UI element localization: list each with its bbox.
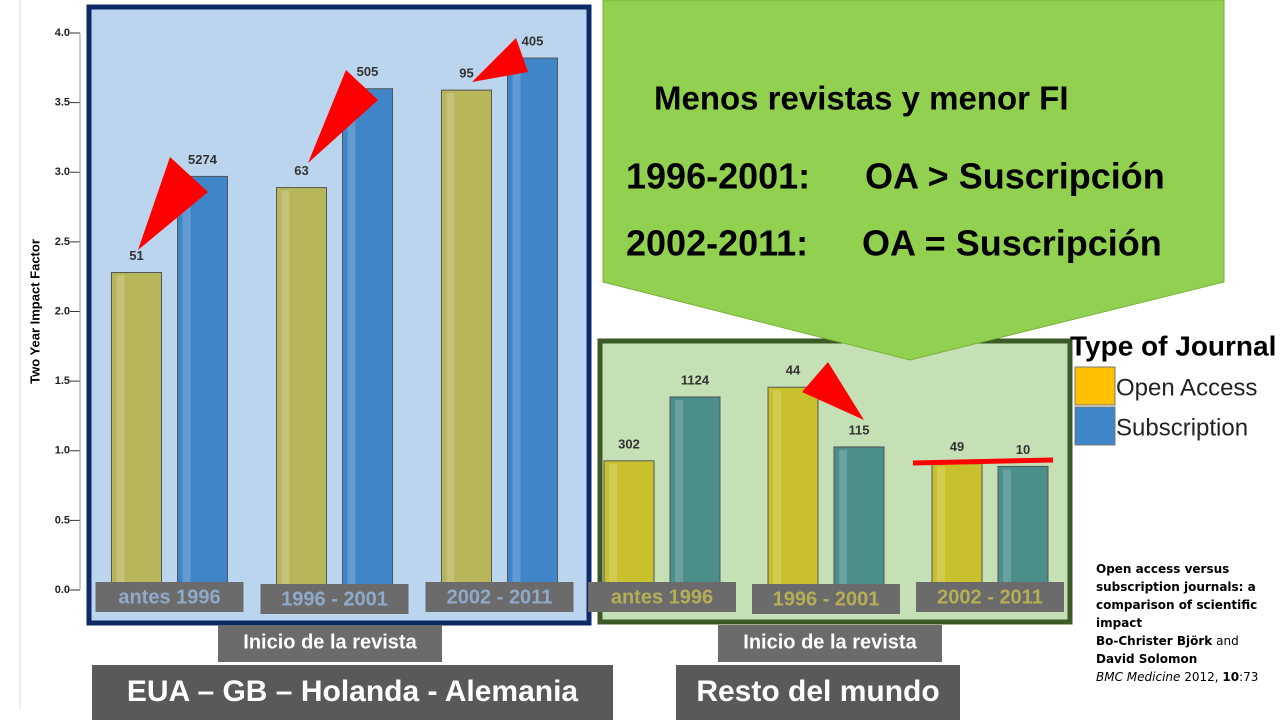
x-tick-label: 2002 - 2011 <box>937 586 1043 608</box>
bar <box>931 463 983 591</box>
y-tick-label: 1.5 <box>55 375 70 387</box>
bar <box>276 187 327 591</box>
x-tick-label: antes 1996 <box>118 586 220 608</box>
bar <box>833 446 885 591</box>
count-label: 5274 <box>188 152 218 167</box>
category-box <box>588 582 736 612</box>
callout-period: 1996-2001: <box>626 156 810 197</box>
count-label: 505 <box>357 64 379 79</box>
count-label: 10 <box>1016 442 1030 457</box>
y-tick-label: 1.0 <box>55 445 70 457</box>
count-label: 115 <box>849 422 870 437</box>
citation-author: Bo-Christer Björk <box>1096 634 1213 648</box>
bar-shine <box>446 93 455 587</box>
highlight-line <box>912 457 1054 466</box>
y-tick-label: 2.5 <box>55 236 70 248</box>
citation-journal: BMC Medicine <box>1096 670 1181 684</box>
caption: Resto del mundo <box>696 675 939 708</box>
bar <box>669 396 721 591</box>
citation-and: and <box>1216 634 1239 648</box>
x-tick-label: antes 1996 <box>611 586 713 608</box>
citation-year: 2012, <box>1184 670 1219 684</box>
legend-label: Open Access <box>1116 374 1257 401</box>
x-label-box <box>718 625 942 662</box>
x-tick-label: 2002 - 2011 <box>447 586 553 608</box>
bar-shine <box>281 190 290 587</box>
y-tick-label: 4.0 <box>55 27 70 39</box>
count-label: 51 <box>129 248 143 263</box>
y-tick-label: 3.5 <box>55 97 70 109</box>
bar-shine <box>512 61 521 587</box>
bar-shine <box>1003 469 1011 587</box>
x-axis-label: Inicio de la revista <box>243 631 417 653</box>
category-box <box>260 584 409 614</box>
callout-period: 2002-2011: <box>626 223 808 264</box>
category-box <box>95 582 244 612</box>
bar-shine <box>675 399 683 587</box>
y-tick-label: 0.0 <box>55 584 70 596</box>
arrow <box>138 157 208 250</box>
y-axis-label: Two Year Impact Factor <box>27 239 42 384</box>
charts: 0.0 0.5 1.0 1.5 2.0 2.5 3.0 3.5 4.0 Two Year Impa… <box>27 27 1064 720</box>
bar <box>177 175 228 591</box>
legend-label: Subscription <box>1116 414 1248 441</box>
y-tick-label: 0.5 <box>55 514 70 526</box>
bar-shine <box>347 91 356 587</box>
count-label: 49 <box>950 439 964 454</box>
bar-shine <box>182 179 191 588</box>
citation-title: Open access versus subscription journals… <box>1096 562 1258 630</box>
legend-swatch <box>1074 406 1116 446</box>
bar-shine <box>609 463 617 587</box>
callout <box>602 0 1225 361</box>
count-label: 302 <box>618 436 640 451</box>
bar-shine <box>839 449 847 587</box>
caption-box <box>92 665 613 720</box>
y-tick-label: 2.0 <box>55 305 70 317</box>
caption-box <box>676 665 960 720</box>
arrows <box>138 38 864 420</box>
bar <box>441 89 492 591</box>
arrow <box>802 362 864 420</box>
x-tick-label: 1996 - 2001 <box>281 588 388 610</box>
legend-swatch <box>1074 366 1116 406</box>
x-label-box <box>218 625 442 662</box>
count-label: 44 <box>786 363 801 378</box>
citation: Open access versus subscription journals… <box>1096 560 1278 686</box>
y-tick-label: 3.0 <box>55 166 70 178</box>
category-box <box>916 582 1064 612</box>
bar <box>111 272 162 591</box>
x-axis-label: Inicio de la revista <box>743 631 917 653</box>
count-label: 1124 <box>681 372 710 387</box>
bar <box>603 460 655 591</box>
citation-author: David Solomon <box>1096 652 1198 666</box>
citation-pages: :73 <box>1239 670 1259 684</box>
citation-volume: 10 <box>1222 670 1240 684</box>
bar-shine <box>116 275 125 587</box>
bar-shine <box>937 466 945 587</box>
count-label: 95 <box>459 66 473 81</box>
x-tick-label: 1996 - 2001 <box>773 588 880 610</box>
legend-title: Type of Journal <box>1070 330 1276 361</box>
callout-text: OA = Suscripción <box>862 223 1162 264</box>
bar <box>997 465 1049 591</box>
caption: EUA – GB – Holanda - Alemania <box>127 675 579 708</box>
category-box <box>425 582 574 612</box>
callout-headline: Menos revistas y menor FI <box>654 80 1068 117</box>
arrow <box>472 38 528 82</box>
callout-text: OA > Suscripción <box>865 156 1165 197</box>
count-label: 63 <box>294 163 308 178</box>
bar-shine <box>773 390 781 587</box>
count-label: 405 <box>522 34 544 49</box>
category-box <box>752 584 900 614</box>
arrow <box>308 70 378 163</box>
